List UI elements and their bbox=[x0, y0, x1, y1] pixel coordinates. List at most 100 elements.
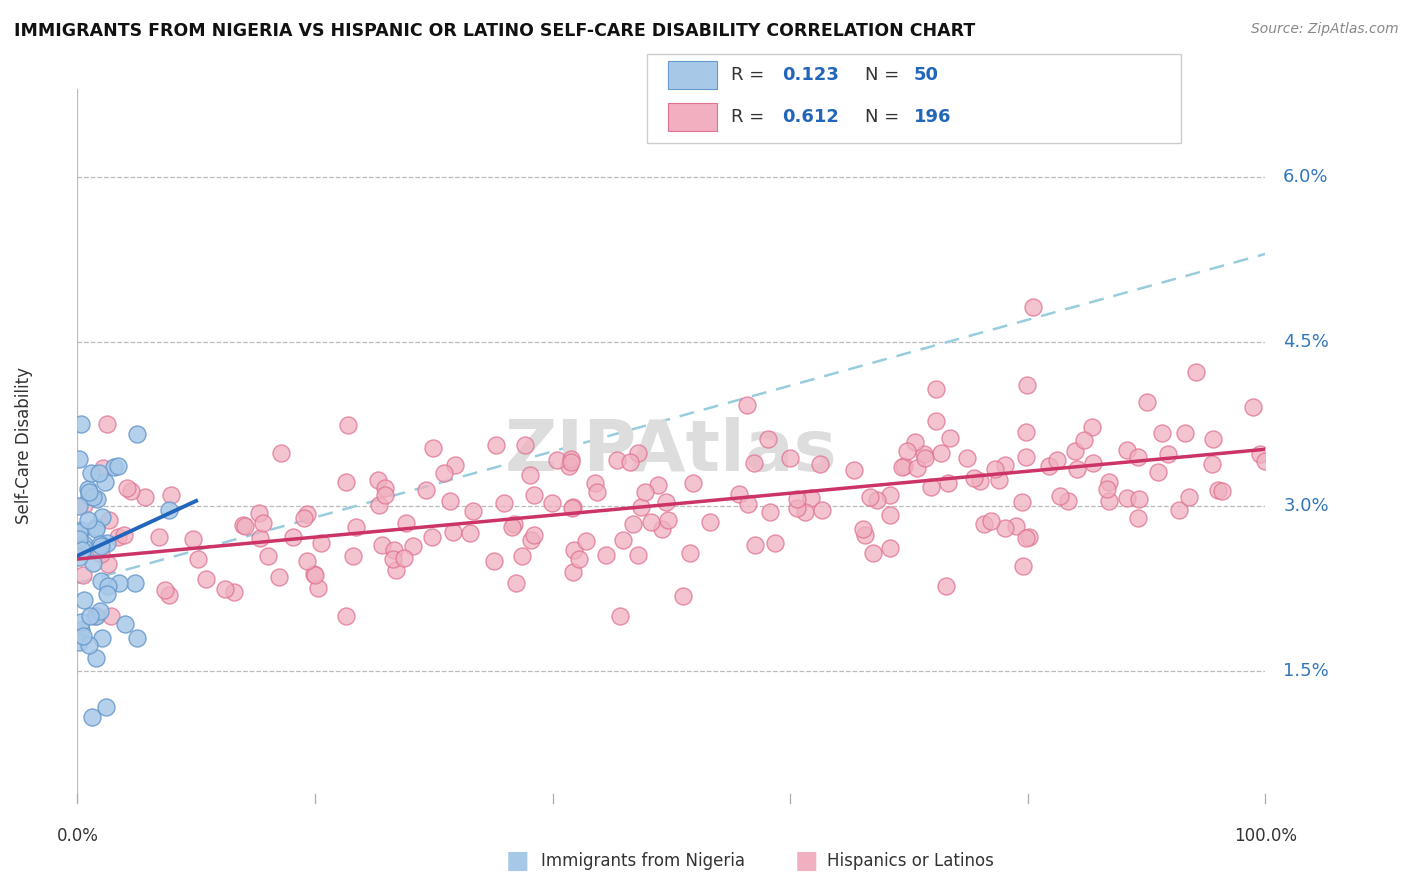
Point bbox=[561, 500, 583, 515]
Text: R =: R = bbox=[731, 66, 770, 84]
Point bbox=[108, 576, 131, 591]
Point bbox=[627, 548, 650, 562]
Point bbox=[443, 458, 465, 473]
Point bbox=[82, 490, 104, 504]
Text: 196: 196 bbox=[914, 108, 952, 126]
Point bbox=[1014, 450, 1036, 464]
Point bbox=[655, 495, 678, 509]
Point bbox=[1115, 491, 1137, 506]
Point bbox=[214, 582, 236, 596]
Point bbox=[439, 494, 461, 508]
Point bbox=[67, 451, 90, 466]
Point bbox=[510, 549, 533, 563]
Point bbox=[370, 538, 392, 552]
Point bbox=[586, 485, 609, 500]
Point bbox=[1136, 395, 1159, 409]
Point bbox=[433, 467, 456, 481]
Point bbox=[1178, 490, 1201, 504]
Point bbox=[1018, 530, 1040, 544]
Point bbox=[1185, 365, 1208, 379]
Point bbox=[925, 382, 948, 396]
Point bbox=[134, 490, 156, 504]
Point bbox=[96, 558, 118, 572]
Point bbox=[281, 530, 304, 544]
Point bbox=[852, 522, 875, 536]
Point bbox=[1056, 494, 1078, 508]
Point bbox=[682, 475, 704, 490]
Point bbox=[90, 539, 112, 553]
Point bbox=[862, 546, 884, 560]
Point bbox=[1098, 475, 1121, 489]
Point bbox=[267, 570, 290, 584]
Point bbox=[984, 462, 1007, 476]
Point bbox=[187, 552, 209, 566]
Point bbox=[879, 541, 901, 555]
Point bbox=[247, 506, 270, 520]
Text: Immigrants from Nigeria: Immigrants from Nigeria bbox=[541, 852, 745, 870]
Point bbox=[82, 556, 104, 570]
Text: 6.0%: 6.0% bbox=[1284, 168, 1329, 186]
Point bbox=[107, 458, 129, 473]
Point bbox=[541, 496, 564, 510]
Point bbox=[160, 488, 183, 502]
Point bbox=[1167, 503, 1189, 517]
Point bbox=[912, 447, 935, 461]
Point bbox=[619, 455, 641, 469]
Point bbox=[91, 461, 114, 475]
Point bbox=[90, 547, 112, 561]
Point bbox=[560, 455, 582, 469]
Point bbox=[270, 446, 292, 460]
Point bbox=[458, 526, 481, 541]
Point bbox=[879, 488, 901, 502]
Point bbox=[505, 576, 527, 591]
Point bbox=[77, 490, 100, 504]
Point bbox=[96, 536, 118, 550]
Point bbox=[1202, 432, 1225, 446]
Point bbox=[1201, 457, 1223, 471]
Point bbox=[1128, 450, 1150, 464]
Point bbox=[1038, 459, 1060, 474]
Point bbox=[96, 417, 118, 431]
Point bbox=[107, 529, 129, 543]
Point bbox=[630, 500, 652, 515]
Point bbox=[936, 476, 959, 491]
Point bbox=[1011, 559, 1033, 574]
Point bbox=[501, 520, 523, 534]
Point bbox=[560, 452, 582, 467]
Point bbox=[112, 528, 135, 542]
Point bbox=[1022, 300, 1045, 314]
Point bbox=[195, 573, 218, 587]
Point bbox=[252, 516, 274, 530]
Text: 0.123: 0.123 bbox=[782, 66, 838, 84]
Point bbox=[1046, 453, 1069, 467]
Point bbox=[73, 498, 96, 512]
Point bbox=[779, 450, 801, 465]
Point bbox=[994, 458, 1017, 473]
Text: Hispanics or Latinos: Hispanics or Latinos bbox=[827, 852, 994, 870]
Point bbox=[89, 604, 111, 618]
Point bbox=[297, 554, 319, 568]
Point bbox=[232, 518, 254, 533]
Point bbox=[1081, 419, 1104, 434]
Point bbox=[811, 503, 834, 517]
Point bbox=[893, 458, 915, 473]
Point bbox=[304, 568, 326, 582]
Point bbox=[120, 483, 142, 498]
Point bbox=[1015, 531, 1038, 545]
Point bbox=[90, 574, 112, 588]
Point bbox=[896, 443, 918, 458]
Point bbox=[485, 437, 508, 451]
Point bbox=[100, 609, 122, 624]
Point bbox=[94, 700, 117, 714]
Point bbox=[395, 516, 418, 531]
Point bbox=[1015, 425, 1038, 439]
Point bbox=[69, 417, 91, 431]
Text: 4.5%: 4.5% bbox=[1284, 333, 1329, 351]
Point bbox=[756, 432, 779, 446]
Point bbox=[523, 487, 546, 501]
Point bbox=[79, 608, 101, 623]
Point bbox=[904, 434, 927, 449]
Point bbox=[1064, 444, 1087, 458]
Point bbox=[546, 452, 568, 467]
Point bbox=[1254, 454, 1277, 468]
